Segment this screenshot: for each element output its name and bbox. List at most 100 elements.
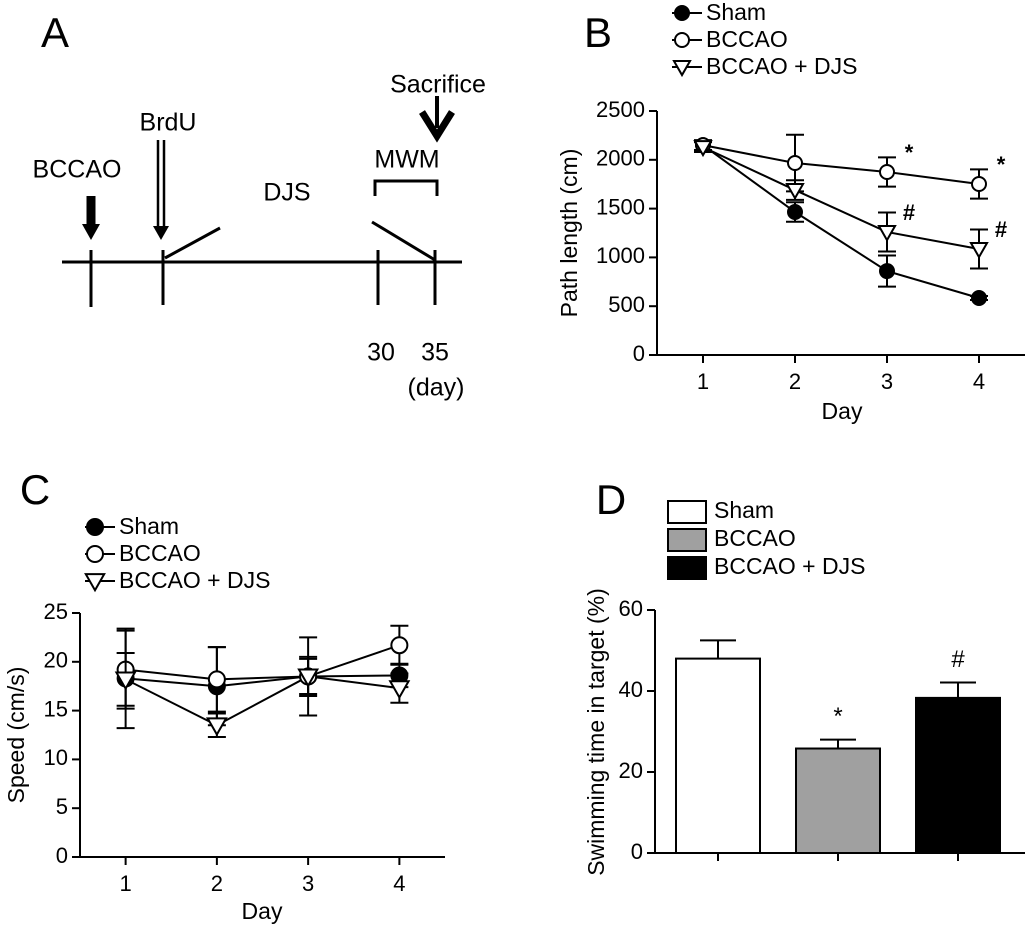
y-tick-label: 2000 xyxy=(596,146,645,171)
panel-letter: A xyxy=(41,9,69,56)
series-line xyxy=(702,144,980,185)
y-tick-label: 0 xyxy=(631,839,643,864)
marker xyxy=(971,176,987,193)
error-bar xyxy=(700,639,736,659)
x-tick-label: 3 xyxy=(881,369,893,394)
arrow-head xyxy=(153,226,169,240)
y-tick-label: 20 xyxy=(44,648,68,673)
significance-label: # xyxy=(951,646,965,673)
series-line xyxy=(125,644,400,681)
significance-label: # xyxy=(995,217,1007,242)
series-line xyxy=(702,144,980,299)
error-bar xyxy=(820,738,856,749)
y-tick-label: 40 xyxy=(619,677,643,702)
significance-label: * xyxy=(905,140,914,165)
x-tick-label: 2 xyxy=(211,871,223,896)
day-label: 30 xyxy=(367,339,395,367)
y-tick-label: 0 xyxy=(633,341,645,366)
y-tick-label: 1000 xyxy=(596,243,645,268)
day-label: 35 xyxy=(421,339,449,367)
marker xyxy=(879,164,895,180)
legend-swatch xyxy=(667,500,707,524)
marker xyxy=(879,263,895,280)
marker xyxy=(390,636,409,655)
y-tick-label: 2500 xyxy=(596,97,645,122)
legend-label: BCCAO + DJS xyxy=(119,567,270,593)
event-label: DJS xyxy=(263,179,310,207)
marker xyxy=(787,155,803,172)
legend-label: Sham xyxy=(714,497,774,523)
x-tick-label: 2 xyxy=(789,369,801,394)
y-tick-label: 5 xyxy=(56,794,68,819)
marker xyxy=(785,183,805,201)
x-axis-label: Day xyxy=(822,398,863,424)
series-line xyxy=(125,674,400,688)
error-bar xyxy=(940,681,976,698)
marker xyxy=(205,717,228,737)
legend-label: BCCAO xyxy=(714,525,796,551)
bar xyxy=(795,747,881,855)
legend-marker xyxy=(674,32,690,48)
y-tick-label: 25 xyxy=(44,599,68,624)
marker xyxy=(114,671,137,691)
legend-swatch xyxy=(667,528,707,552)
legend-marker xyxy=(672,59,692,78)
event-label: BCCAO xyxy=(33,156,122,184)
unit-label: (day) xyxy=(408,374,465,402)
y-tick-label: 60 xyxy=(619,596,643,621)
arrow-head xyxy=(419,110,455,143)
significance-label: * xyxy=(833,703,842,730)
marker xyxy=(388,680,411,700)
x-tick-label: 1 xyxy=(697,369,709,394)
timeline-curve xyxy=(164,226,221,260)
bracket xyxy=(373,179,439,196)
marker xyxy=(207,670,226,689)
legend-marker xyxy=(84,573,106,593)
bar xyxy=(915,696,1001,855)
event-label: Sacrifice xyxy=(390,71,486,99)
timeline-curve xyxy=(371,220,436,262)
legend-label: BCCAO + DJS xyxy=(714,553,865,579)
x-axis-label: Day xyxy=(242,898,283,924)
y-tick-label: 15 xyxy=(44,696,68,721)
legend-label: BCCAO xyxy=(119,540,201,566)
panel-a: A BCCAO BrdU DJS MWM Sacrifice 30 35 (da… xyxy=(33,9,486,402)
legend-swatch xyxy=(667,556,707,580)
x-tick-label: 3 xyxy=(302,871,314,896)
legend-marker xyxy=(674,5,690,21)
marker xyxy=(877,224,897,243)
marker xyxy=(969,241,989,260)
legend-label: Sham xyxy=(706,0,766,25)
marker xyxy=(693,140,713,158)
panel-letter: C xyxy=(20,466,50,513)
y-axis-label: Path length (cm) xyxy=(556,149,582,318)
panel-letter: D xyxy=(596,476,626,523)
marker xyxy=(971,290,987,307)
y-tick-label: 10 xyxy=(44,745,68,770)
panel-letter: B xyxy=(584,9,612,56)
x-tick-label: 1 xyxy=(120,871,132,896)
marker xyxy=(297,668,320,688)
series-line xyxy=(125,675,400,727)
arrow-head xyxy=(82,224,100,240)
y-axis-label: Speed (cm/s) xyxy=(3,667,29,804)
bar xyxy=(675,657,761,854)
y-tick-label: 20 xyxy=(619,758,643,783)
event-label: BrdU xyxy=(140,109,197,137)
significance-label: # xyxy=(903,200,915,225)
marker xyxy=(787,204,803,221)
legend-marker xyxy=(86,518,104,536)
series-line xyxy=(702,146,980,250)
y-tick-label: 1500 xyxy=(596,194,645,219)
x-tick-label: 4 xyxy=(973,369,985,394)
y-axis-label: Swimming time in target (%) xyxy=(583,588,609,876)
legend-marker xyxy=(86,545,104,563)
significance-label: * xyxy=(997,152,1006,177)
legend-label: BCCAO + DJS xyxy=(706,53,857,79)
event-label: MWM xyxy=(374,146,439,174)
x-tick-label: 4 xyxy=(393,871,405,896)
y-tick-label: 0 xyxy=(56,843,68,868)
legend-label: Sham xyxy=(119,513,179,539)
legend-label: BCCAO xyxy=(706,26,788,52)
